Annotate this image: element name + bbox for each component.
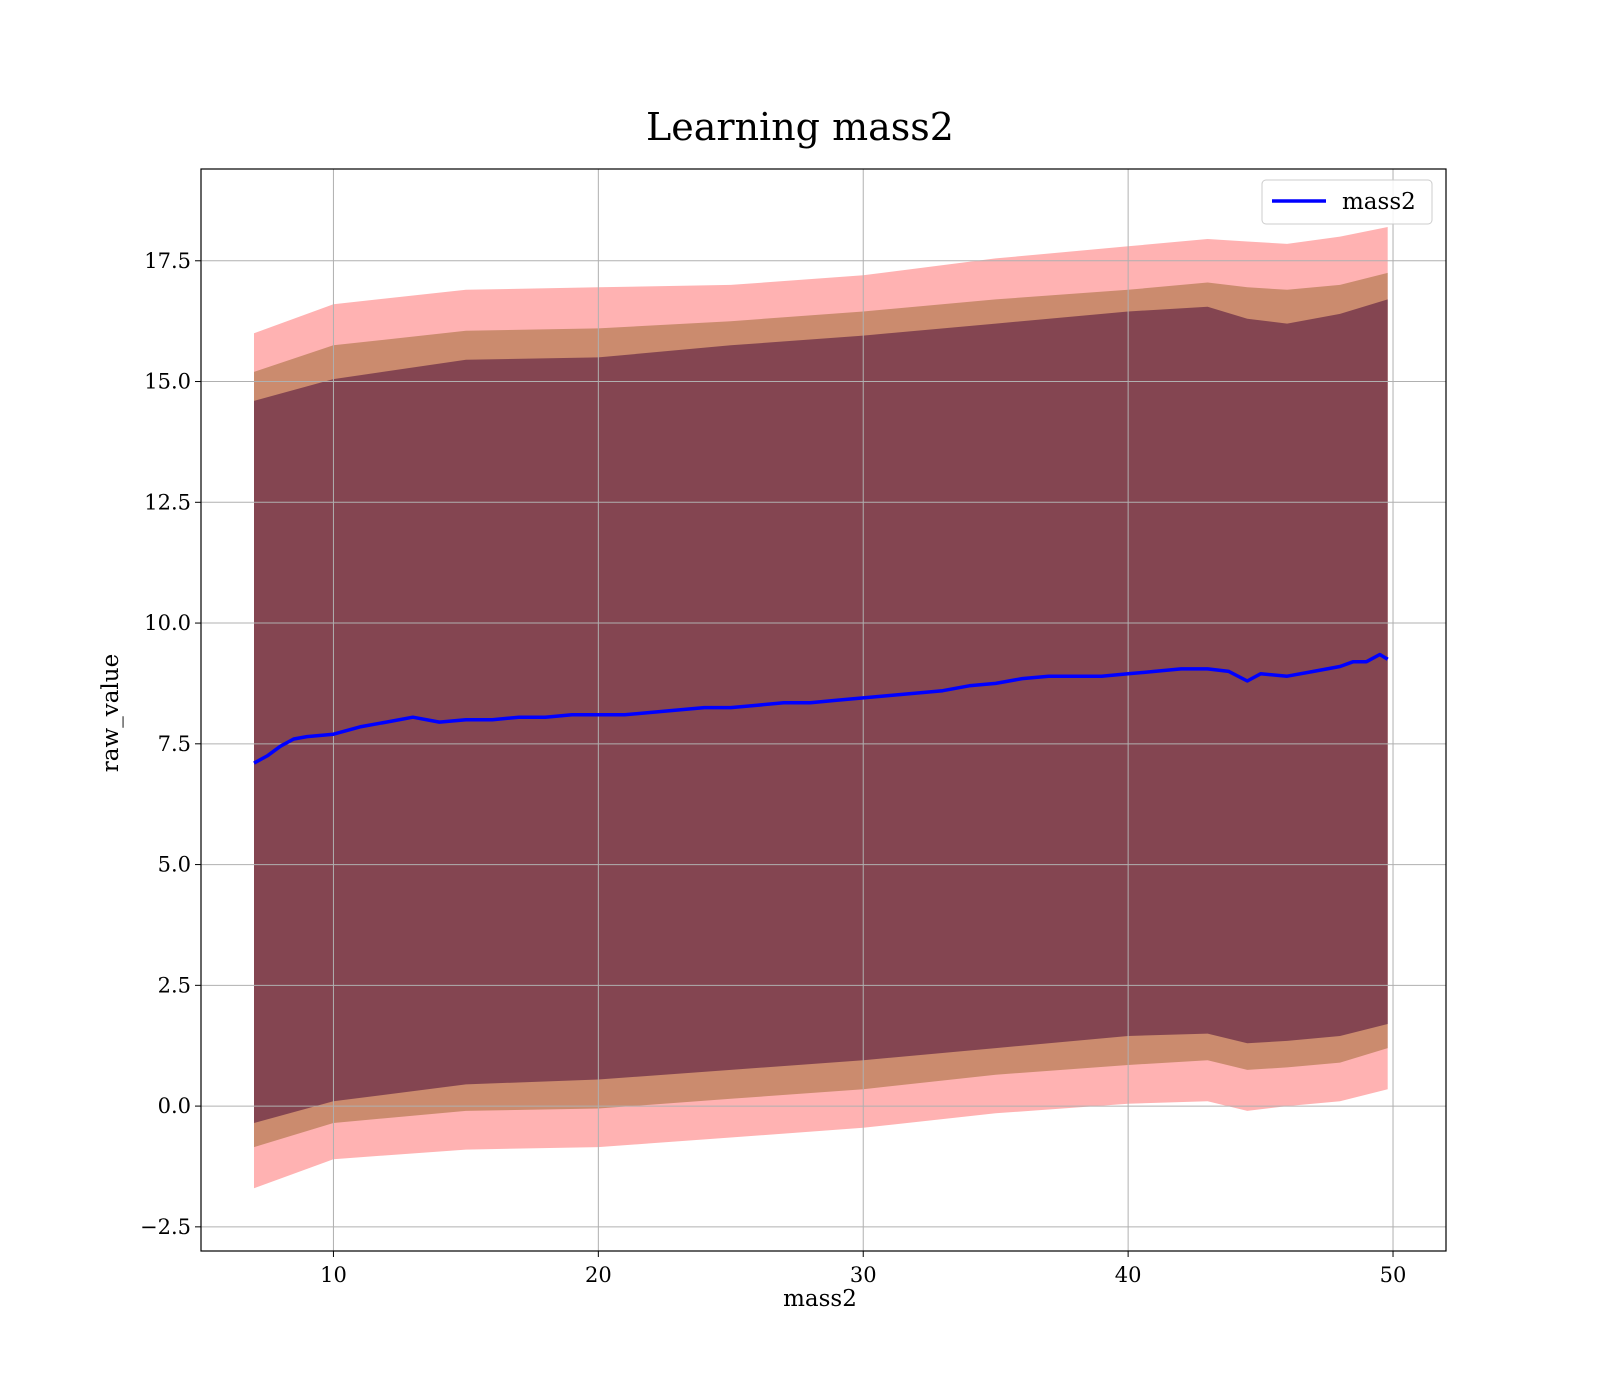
confidence-bands [254, 227, 1388, 1189]
y-tick-label: 17.5 [144, 249, 191, 273]
x-axis-ticks: 10 20 30 40 50 [320, 1251, 1406, 1287]
y-tick-label: 2.5 [158, 973, 191, 997]
plot-area [200, 168, 1447, 1252]
y-axis-label: raw_value [98, 654, 124, 772]
grid [201, 169, 1446, 1251]
y-tick-label: 12.5 [144, 490, 191, 514]
x-tick-label: 20 [585, 1263, 612, 1287]
plot-frame [200, 168, 1447, 1252]
x-tick-label: 40 [1115, 1263, 1142, 1287]
band-inner [254, 299, 1388, 1123]
legend: mass2 [1261, 179, 1433, 225]
y-tick-label: −2.5 [140, 1215, 191, 1239]
y-tick-label: 0.0 [158, 1094, 191, 1118]
x-tick-label: 30 [850, 1263, 877, 1287]
y-tick-label: 10.0 [144, 611, 191, 635]
y-tick-label: 5.0 [158, 853, 191, 877]
legend-label-mass2: mass2 [1342, 189, 1416, 215]
y-tick-label: 15.0 [144, 370, 191, 394]
legend-box [1261, 179, 1433, 225]
x-tick-label: 50 [1380, 1263, 1407, 1287]
x-axis-label: mass2 [783, 1286, 857, 1312]
chart-title: Learning mass2 [646, 105, 954, 149]
series-line-mass2 [253, 652, 1389, 765]
y-tick-label: 7.5 [158, 732, 191, 756]
y-axis-ticks: −2.5 0.0 2.5 5.0 7.5 10.0 12.5 15.0 17.5 [140, 249, 201, 1239]
x-tick-label: 10 [320, 1263, 347, 1287]
series-lines [253, 652, 1389, 765]
